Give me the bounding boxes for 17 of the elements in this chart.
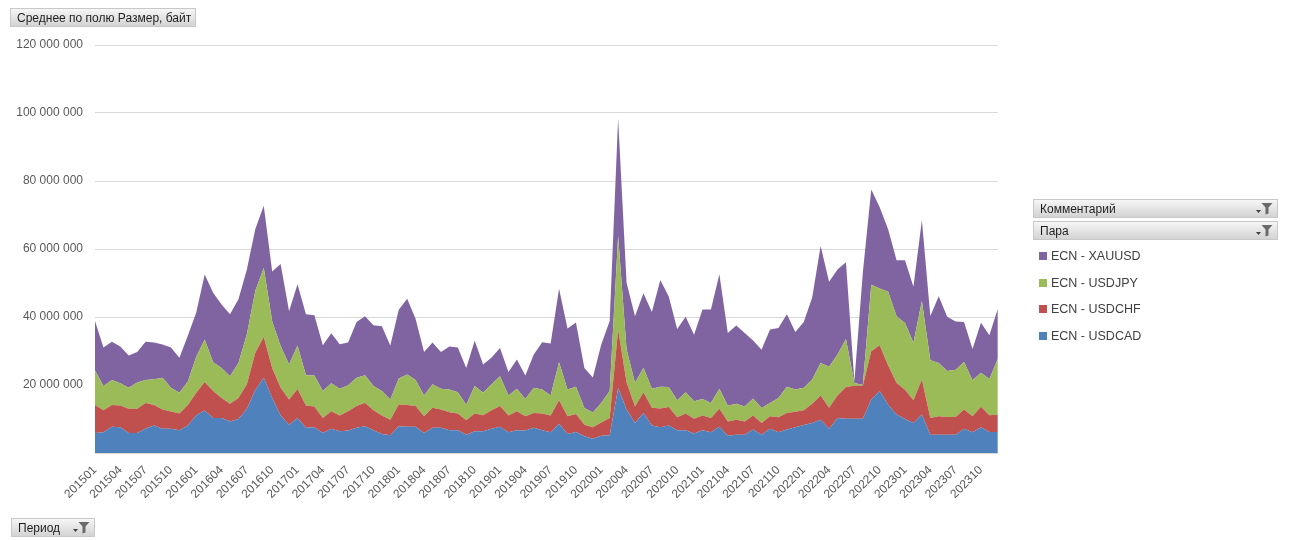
legend-label: ECN - USDJPY: [1051, 275, 1138, 290]
y-tick-label: 40 000 000: [22, 309, 84, 324]
legend-title: Пара: [1040, 223, 1069, 238]
chart-title: Среднее по полю Размер, байт: [17, 10, 192, 25]
y-tick-label: 20 000 000: [22, 377, 84, 392]
y-tick-label: 80 000 000: [22, 173, 84, 188]
field-button: Пара: [1033, 221, 1278, 240]
field-button: Комментарий: [1033, 199, 1278, 218]
x-axis-title: Период: [18, 520, 61, 535]
legend-label: ECN - USDCHF: [1051, 302, 1141, 316]
y-tick-label: 100 000 000: [16, 105, 84, 120]
legend-label: ECN - XAUUSD: [1051, 249, 1141, 263]
y-tick-label: 120 000 000: [16, 37, 84, 52]
legend-label: ECN - USDCAD: [1051, 328, 1142, 343]
y-tick-label: 60 000 000: [22, 241, 84, 256]
field-button: Период: [11, 518, 95, 537]
field-button: Среднее по полю Размер, байт: [10, 8, 197, 27]
